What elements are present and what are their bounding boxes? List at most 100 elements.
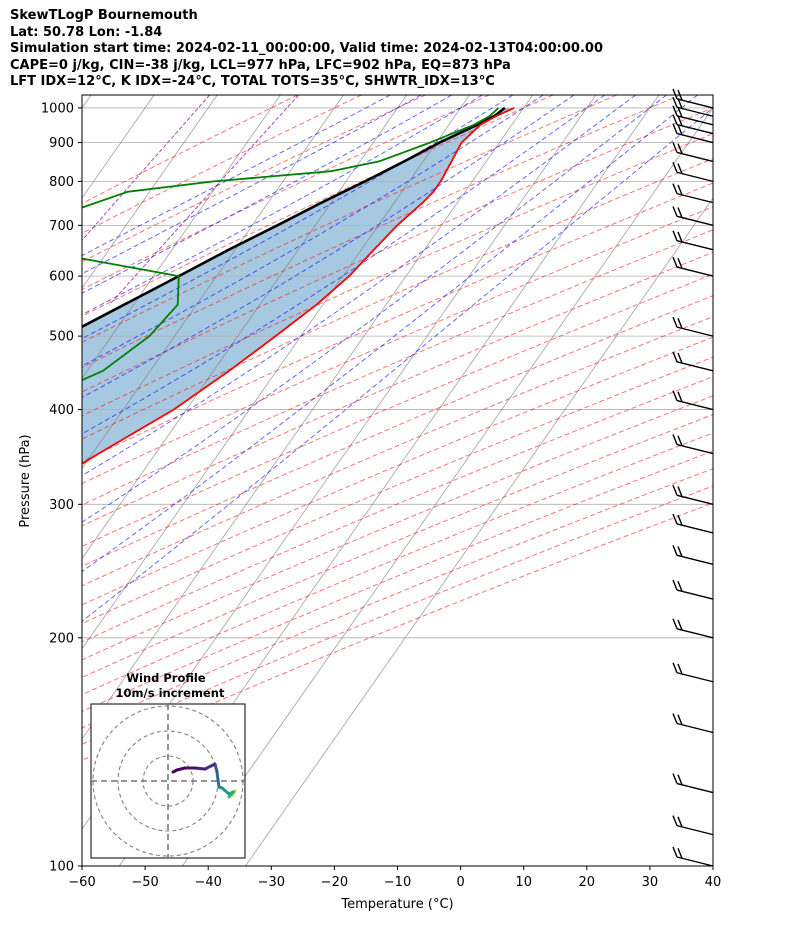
- dry-adiabat: [82, 450, 713, 713]
- dry-adiabat: [82, 316, 713, 587]
- wind-barb-flag: [672, 183, 678, 194]
- wind-barb-flag: [677, 714, 683, 725]
- wind-barb-shaft: [676, 494, 714, 505]
- wind-barb-flag: [677, 514, 683, 526]
- sounding-series: [82, 106, 515, 465]
- wind-barb: [672, 230, 714, 251]
- dry-adiabat: [82, 95, 681, 369]
- chart-header: SkewTLogP Bournemouth Lat: 50.78 Lon: -1…: [10, 8, 603, 91]
- dry-adiabat: [82, 133, 713, 417]
- wind-barb-flag: [677, 847, 683, 859]
- moist-adiabat: [82, 95, 391, 257]
- wind-barb-shaft: [676, 240, 714, 251]
- y-tick-label: 900: [49, 136, 74, 151]
- y-tick-label: 300: [49, 498, 74, 513]
- wind-barb-flag: [672, 618, 678, 630]
- wind-barb-shaft: [676, 523, 714, 534]
- dry-adiabat: [82, 502, 713, 761]
- grid-lines: [82, 95, 713, 866]
- dry-adiabat: [82, 107, 713, 393]
- wind-barb-flag: [677, 124, 683, 136]
- isotherm-line: [182, 107, 713, 866]
- wind-barb: [672, 351, 714, 372]
- wind-barb-shaft: [676, 399, 714, 411]
- wind-barb-flag: [672, 123, 678, 134]
- wind-barb-shaft: [676, 628, 714, 639]
- hodograph-trace-segment: [220, 786, 231, 796]
- wind-barb: [672, 662, 714, 683]
- moist-adiabat: [82, 95, 636, 477]
- wind-barb-shaft: [676, 672, 714, 683]
- wind-barbs: [672, 88, 714, 867]
- reference-lines: [82, 95, 713, 761]
- y-tick-label: 700: [49, 219, 74, 234]
- wind-barb-flag: [677, 352, 683, 364]
- moist-adiabat: [82, 107, 713, 622]
- hodograph-subtitle: 10m/s increment: [116, 686, 225, 700]
- x-axis-label: Temperature (°C): [340, 897, 453, 912]
- wind-barb: [672, 713, 714, 734]
- mixing-ratio-line: [109, 95, 299, 306]
- isotherm-line: [82, 95, 218, 289]
- dry-adiabat: [82, 95, 298, 205]
- dry-adiabat: [82, 95, 490, 291]
- isotherm-line: [82, 95, 534, 740]
- hodograph-trace-segment: [193, 766, 207, 771]
- wind-barb-flag: [677, 816, 683, 828]
- dewpoint-line: [82, 107, 500, 382]
- wind-barb-flag: [672, 513, 678, 525]
- dry-adiabat: [82, 182, 713, 463]
- y-tick-label: 1000: [41, 101, 74, 116]
- wind-barb: [672, 846, 714, 867]
- wind-barb-flag: [677, 258, 683, 269]
- x-tick-label: −50: [131, 875, 158, 890]
- dry-adiabat: [82, 206, 713, 485]
- wind-barb-shaft: [676, 361, 714, 372]
- wind-barb-flag: [672, 434, 678, 445]
- wind-barb-flag: [677, 435, 683, 447]
- wind-barb: [672, 123, 714, 144]
- wind-barb: [672, 545, 714, 566]
- x-tick-label: 10: [515, 875, 532, 890]
- wind-barb: [672, 513, 714, 534]
- x-tick-label: −40: [194, 875, 221, 890]
- x-tick-label: 30: [642, 875, 659, 890]
- isotherm-line: [245, 197, 713, 866]
- wind-barb: [672, 390, 714, 411]
- wind-barb: [672, 256, 714, 277]
- wind-barb-flag: [672, 114, 678, 125]
- dry-adiabat: [82, 468, 713, 729]
- wind-barb-flag: [672, 773, 678, 784]
- wind-barb-shaft: [676, 115, 714, 126]
- x-tick-label: 20: [579, 875, 596, 890]
- hodograph-inset: Wind Profile 10m/s increment: [90, 671, 246, 859]
- wind-barb: [672, 485, 714, 505]
- wind-barb-flag: [677, 163, 683, 174]
- isotherm-line: [82, 95, 407, 560]
- y-tick-label: 600: [49, 270, 74, 285]
- wind-barb: [672, 815, 714, 836]
- moist-adiabat: [82, 95, 452, 294]
- y-tick-label: 500: [49, 330, 74, 345]
- wind-barb: [672, 579, 714, 600]
- wind-barb: [672, 142, 714, 163]
- wind-barb-flag: [672, 162, 678, 173]
- mixing-ratio-line: [82, 95, 210, 242]
- wind-barb-shaft: [676, 106, 714, 117]
- dry-adiabat: [82, 273, 713, 547]
- wind-barb-flag: [677, 184, 683, 196]
- wind-barb-flag: [677, 619, 683, 631]
- wind-barb-flag: [677, 774, 683, 785]
- wind-barb: [672, 88, 714, 109]
- wind-barb-flag: [677, 143, 683, 154]
- isotherm-line: [82, 95, 281, 380]
- wind-barb-flag: [677, 486, 683, 497]
- wind-barb-flag: [672, 713, 678, 724]
- wind-barb: [672, 183, 714, 204]
- wind-barb-flag: [672, 351, 678, 363]
- y-tick-label: 200: [49, 631, 74, 646]
- wind-barb-shaft: [676, 443, 714, 455]
- wind-barb-flag: [672, 390, 678, 401]
- wind-barb: [672, 96, 714, 117]
